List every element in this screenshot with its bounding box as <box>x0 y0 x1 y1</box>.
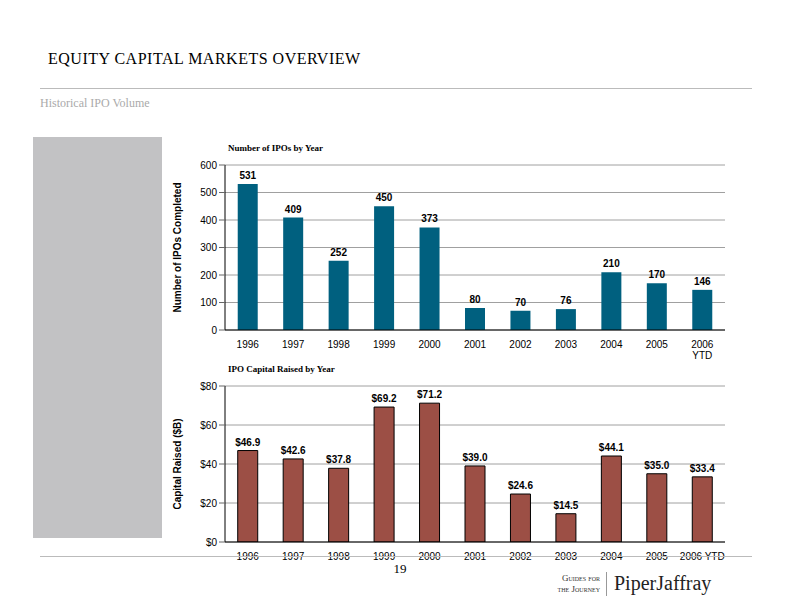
svg-text:2003: 2003 <box>555 339 578 350</box>
svg-text:1998: 1998 <box>328 339 351 350</box>
svg-text:1996: 1996 <box>236 551 259 562</box>
html-text:Guides for: Guides for <box>561 573 600 583</box>
html-text:EQUITY CAPITAL MARKETS OVERVIE: EQUITY CAPITAL MARKETS OVERVIEW <box>48 50 361 67</box>
svg-text:2005: 2005 <box>645 551 668 562</box>
svg-text:$44.1: $44.1 <box>599 442 624 453</box>
svg-text:500: 500 <box>200 187 217 198</box>
html-text:the Journey: the Journey <box>557 584 600 594</box>
svg-text:1996: 1996 <box>237 339 260 350</box>
svg-text:2006 YTD: 2006 YTD <box>679 551 725 562</box>
svg-text:2005: 2005 <box>646 339 669 350</box>
svg-text:170: 170 <box>648 269 665 280</box>
svg-text:1998: 1998 <box>327 551 350 562</box>
svg-text:1999: 1999 <box>373 551 396 562</box>
svg-text:373: 373 <box>421 213 438 224</box>
svg-text:$20: $20 <box>200 498 217 509</box>
svg-text:2002: 2002 <box>509 339 532 350</box>
svg-text:Number of IPOs Completed: Number of IPOs Completed <box>172 182 183 312</box>
svg-text:$42.6: $42.6 <box>281 445 306 456</box>
svg-text:$69.2: $69.2 <box>372 393 397 404</box>
svg-text:2000: 2000 <box>418 339 441 350</box>
svg-text:$60: $60 <box>200 420 217 431</box>
html-text:Historical IPO Volume: Historical IPO Volume <box>40 96 150 110</box>
svg-text:2002: 2002 <box>509 551 532 562</box>
svg-text:2006YTD: 2006YTD <box>691 339 714 360</box>
svg-text:0: 0 <box>211 325 217 336</box>
svg-text:$35.0: $35.0 <box>644 460 669 471</box>
svg-text:$14.5: $14.5 <box>553 500 578 511</box>
html-text:Number of IPOs by Year: Number of IPOs by Year <box>228 143 323 153</box>
html-text:19: 19 <box>393 561 407 576</box>
svg-text:252: 252 <box>330 247 347 258</box>
svg-text:2004: 2004 <box>600 551 623 562</box>
svg-text:$46.9: $46.9 <box>235 437 260 448</box>
html-text:PiperJaffray: PiperJaffray <box>614 572 712 594</box>
svg-text:Capital Raised ($B): Capital Raised ($B) <box>172 418 183 509</box>
svg-text:450: 450 <box>376 192 393 203</box>
svg-text:1999: 1999 <box>373 339 396 350</box>
svg-text:$0: $0 <box>206 537 218 548</box>
svg-text:1997: 1997 <box>282 551 305 562</box>
svg-text:2004: 2004 <box>600 339 623 350</box>
svg-text:100: 100 <box>200 297 217 308</box>
svg-text:210: 210 <box>603 258 620 269</box>
svg-text:600: 600 <box>200 160 217 171</box>
svg-text:2003: 2003 <box>554 551 577 562</box>
svg-text:$39.0: $39.0 <box>462 452 487 463</box>
svg-text:146: 146 <box>694 276 711 287</box>
svg-text:2001: 2001 <box>464 339 487 350</box>
svg-text:2001: 2001 <box>463 551 487 562</box>
svg-text:$33.4: $33.4 <box>690 463 715 474</box>
svg-text:409: 409 <box>285 204 302 215</box>
svg-text:1997: 1997 <box>282 339 305 350</box>
svg-text:80: 80 <box>469 294 481 305</box>
svg-text:200: 200 <box>200 270 217 281</box>
svg-text:$71.2: $71.2 <box>417 389 442 400</box>
svg-text:$24.6: $24.6 <box>508 480 533 491</box>
svg-text:$40: $40 <box>200 459 217 470</box>
svg-text:70: 70 <box>515 297 527 308</box>
svg-text:300: 300 <box>200 242 217 253</box>
svg-text:76: 76 <box>560 295 572 306</box>
html-text:IPO Capital Raised by Year: IPO Capital Raised by Year <box>228 364 335 374</box>
svg-text:$37.8: $37.8 <box>326 454 351 465</box>
svg-text:2000: 2000 <box>418 551 441 562</box>
svg-text:531: 531 <box>239 170 256 181</box>
svg-text:$80: $80 <box>200 381 217 392</box>
svg-text:400: 400 <box>200 215 217 226</box>
